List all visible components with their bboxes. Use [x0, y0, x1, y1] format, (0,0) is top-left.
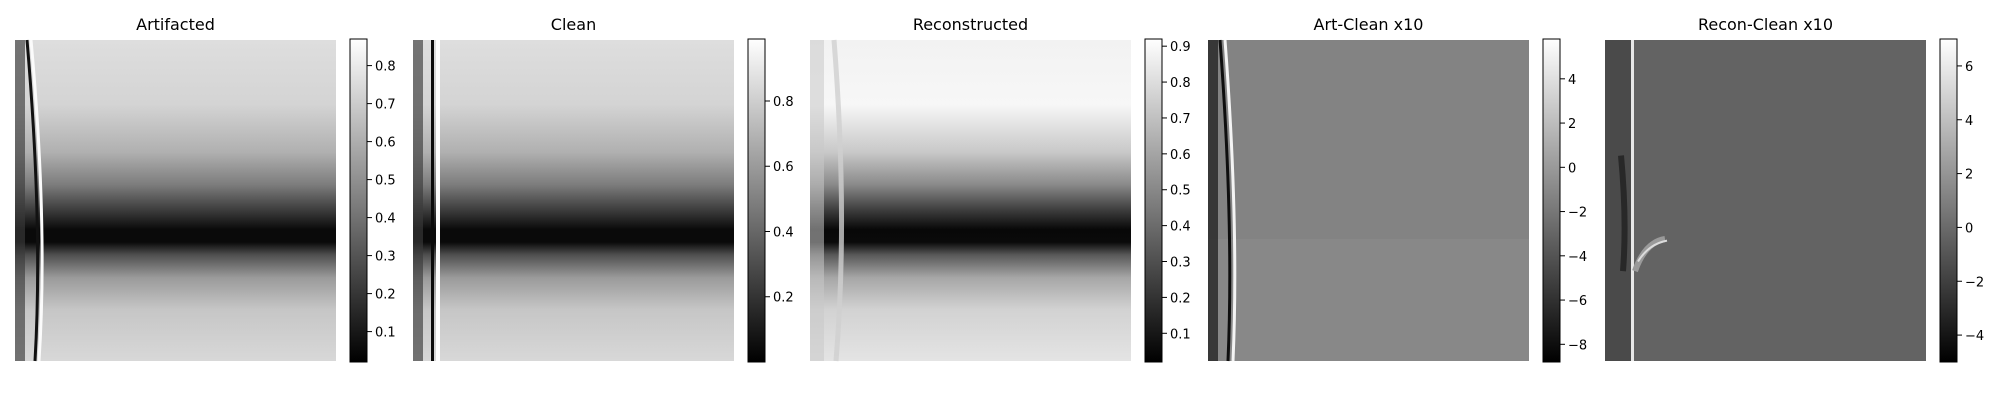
- colorbar-tick-label: −2: [1965, 275, 1984, 290]
- heatmap-panel: Reconstructed 0.1 0.2 0.3 0.4 0.5 0.6 0.7 0.8 0.9: [810, 15, 1191, 363]
- colorbar-tick-label: 0.1: [1170, 327, 1191, 342]
- colorbar-tick-label: 0.6: [1170, 148, 1191, 163]
- colorbar: [747, 38, 766, 363]
- heatmap-panel: Artifacted 0.1 0.2 0.3 0.4 0.5 0.6 0.7 0.8: [15, 15, 396, 363]
- colorbar-tick-label: 0.6: [375, 136, 396, 151]
- colorbar-tick-label: 0.6: [773, 160, 794, 175]
- colorbar-tick-label: 0.4: [773, 225, 794, 240]
- colorbar: [349, 38, 368, 363]
- panel-title: Recon-Clean x10: [1698, 15, 1833, 34]
- heatmap-panel: Art-Clean x10 −8 −6 −4 −2 0 2 4: [1208, 15, 1587, 363]
- heatmap-panel: Recon-Clean x10 −4 −2 0 2 4 6: [1605, 15, 1984, 363]
- colorbar-tick-label: −2: [1568, 206, 1587, 221]
- colorbar-tick-label: 0: [1568, 161, 1576, 176]
- colorbar-tick-label: 0.8: [1170, 76, 1191, 91]
- colorbar-tick-label: 4: [1568, 73, 1576, 88]
- heatmap-image: [1605, 40, 1926, 361]
- panel-title: Clean: [551, 15, 596, 34]
- colorbar-tick-label: 0.5: [1170, 184, 1191, 199]
- colorbar: [1542, 38, 1561, 363]
- colorbar-tick-label: 0.7: [1170, 112, 1191, 127]
- panel-title: Artifacted: [136, 15, 215, 34]
- colorbar-tick-label: 0.2: [773, 291, 794, 306]
- colorbar-tick-label: 0.4: [1170, 220, 1191, 235]
- colorbar: [1939, 38, 1958, 363]
- colorbar-tick-label: 0.8: [375, 60, 396, 75]
- heatmap-image: [1208, 39, 1529, 362]
- colorbar-tick-label: 0.1: [375, 326, 396, 341]
- colorbar: [1144, 38, 1163, 363]
- heatmap-image: [413, 40, 734, 361]
- colorbar-tick-label: 0.5: [375, 174, 396, 189]
- colorbar-tick-label: 0.8: [773, 95, 794, 110]
- colorbar-tick-label: 0.3: [1170, 256, 1191, 271]
- colorbar-tick-label: 0: [1965, 221, 1973, 236]
- colorbar-tick-label: 0.3: [375, 250, 396, 265]
- colorbar-tick-label: 0.2: [1170, 291, 1191, 306]
- colorbar-tick-label: −6: [1568, 294, 1587, 309]
- colorbar-tick-label: 2: [1965, 168, 1973, 183]
- colorbar-tick-label: −8: [1568, 338, 1587, 353]
- panel-title: Art-Clean x10: [1314, 15, 1424, 34]
- heatmap-panel: Clean 0.2 0.4 0.6 0.8: [413, 15, 794, 363]
- colorbar-tick-label: 2: [1568, 117, 1576, 132]
- heatmap-image: [810, 39, 1131, 362]
- colorbar-tick-label: 0.2: [375, 288, 396, 303]
- colorbar-tick-label: 4: [1965, 114, 1973, 129]
- colorbar-tick-label: −4: [1568, 250, 1587, 265]
- colorbar-tick-label: 0.9: [1170, 40, 1191, 55]
- colorbar-tick-label: −4: [1965, 329, 1984, 344]
- panel-title: Reconstructed: [913, 15, 1028, 34]
- colorbar-tick-label: 6: [1965, 60, 1973, 75]
- colorbar-tick-label: 0.7: [375, 98, 396, 113]
- colorbar-tick-label: 0.4: [375, 212, 396, 227]
- heatmap-image: [15, 39, 336, 362]
